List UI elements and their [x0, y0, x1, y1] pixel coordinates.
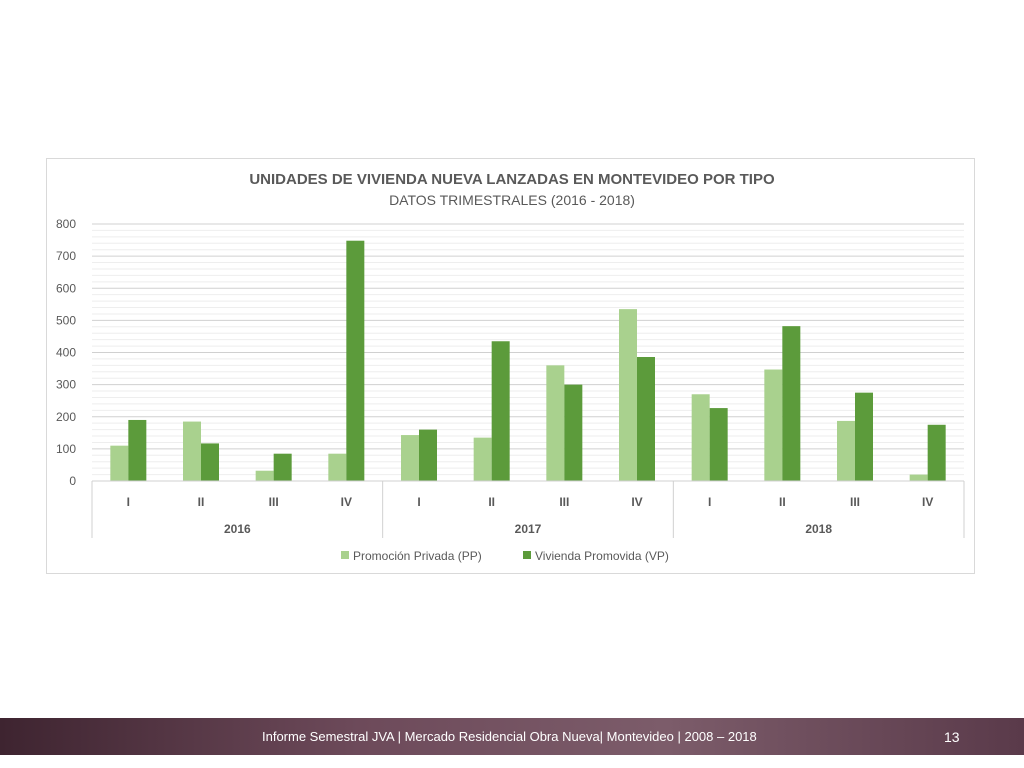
bars: [110, 240, 946, 481]
legend-label: Promoción Privada (PP): [353, 549, 482, 563]
y-tick-label: 700: [56, 249, 76, 263]
bar-vp: [564, 384, 583, 481]
legend-swatch: [523, 551, 531, 559]
bar-pp: [473, 437, 492, 481]
year-group-label: 2018: [805, 522, 832, 536]
page-number: 13: [944, 729, 960, 745]
bar-pp: [110, 445, 129, 481]
bar-pp: [183, 421, 201, 481]
x-tick-label: III: [269, 495, 279, 509]
footer-bar: Informe Semestral JVA | Mercado Residenc…: [0, 718, 1024, 755]
x-tick-label: II: [779, 495, 786, 509]
bar-vp: [201, 443, 219, 481]
bar-vp: [346, 240, 365, 481]
x-tick-label: II: [198, 495, 205, 509]
x-tick-label: I: [417, 495, 420, 509]
y-tick-label: 600: [56, 281, 76, 295]
y-tick-label: 200: [56, 410, 76, 424]
bar-pp: [328, 453, 347, 481]
x-tick-label: IV: [341, 495, 352, 509]
chart-title: UNIDADES DE VIVIENDA NUEVA LANZADAS EN M…: [249, 171, 775, 188]
y-tick-label: 400: [56, 346, 76, 360]
y-axis: 0 100 200 300 400 500 600 700 800: [56, 217, 76, 488]
bar-vp: [855, 392, 873, 481]
x-tick-label: III: [559, 495, 569, 509]
bar-vp: [637, 356, 655, 481]
footer-text: Informe Semestral JVA | Mercado Residenc…: [262, 729, 757, 744]
bar-pp: [546, 365, 565, 481]
bar-pp: [255, 470, 274, 481]
x-tick-label: IV: [922, 495, 933, 509]
legend-label: Vivienda Promovida (VP): [535, 549, 669, 563]
grid-lines: [92, 223, 964, 482]
bar-vp: [419, 429, 437, 481]
bar-vp: [128, 419, 147, 481]
y-tick-label: 300: [56, 378, 76, 392]
y-tick-label: 0: [69, 474, 76, 488]
y-tick-label: 100: [56, 442, 76, 456]
chart-subtitle: DATOS TRIMESTRALES (2016 - 2018): [389, 192, 635, 208]
bar-vp: [491, 341, 510, 481]
bar-vp: [709, 408, 728, 481]
legend: Promoción Privada (PP) Vivienda Promovida…: [341, 549, 669, 563]
bar-pp: [764, 369, 783, 481]
bar-vp: [927, 424, 946, 481]
bar-vp: [782, 326, 801, 481]
bar-chart: UNIDADES DE VIVIENDA NUEVA LANZADAS EN M…: [56, 171, 965, 563]
chart-frame: UNIDADES DE VIVIENDA NUEVA LANZADAS EN M…: [46, 158, 975, 574]
year-group-label: 2016: [224, 522, 251, 536]
x-tick-label: IV: [631, 495, 642, 509]
x-tick-label: I: [127, 495, 130, 509]
x-tick-label: III: [850, 495, 860, 509]
bar-pp: [691, 394, 710, 481]
x-tick-label: II: [488, 495, 495, 509]
y-tick-label: 800: [56, 217, 76, 231]
year-group-label: 2017: [515, 522, 542, 536]
bar-pp: [909, 474, 928, 481]
y-tick-label: 500: [56, 313, 76, 327]
x-tick-label: I: [708, 495, 711, 509]
bar-vp: [273, 453, 292, 481]
legend-swatch: [341, 551, 349, 559]
bar-pp: [619, 309, 637, 481]
bar-pp: [837, 420, 855, 481]
bar-pp: [401, 435, 419, 481]
